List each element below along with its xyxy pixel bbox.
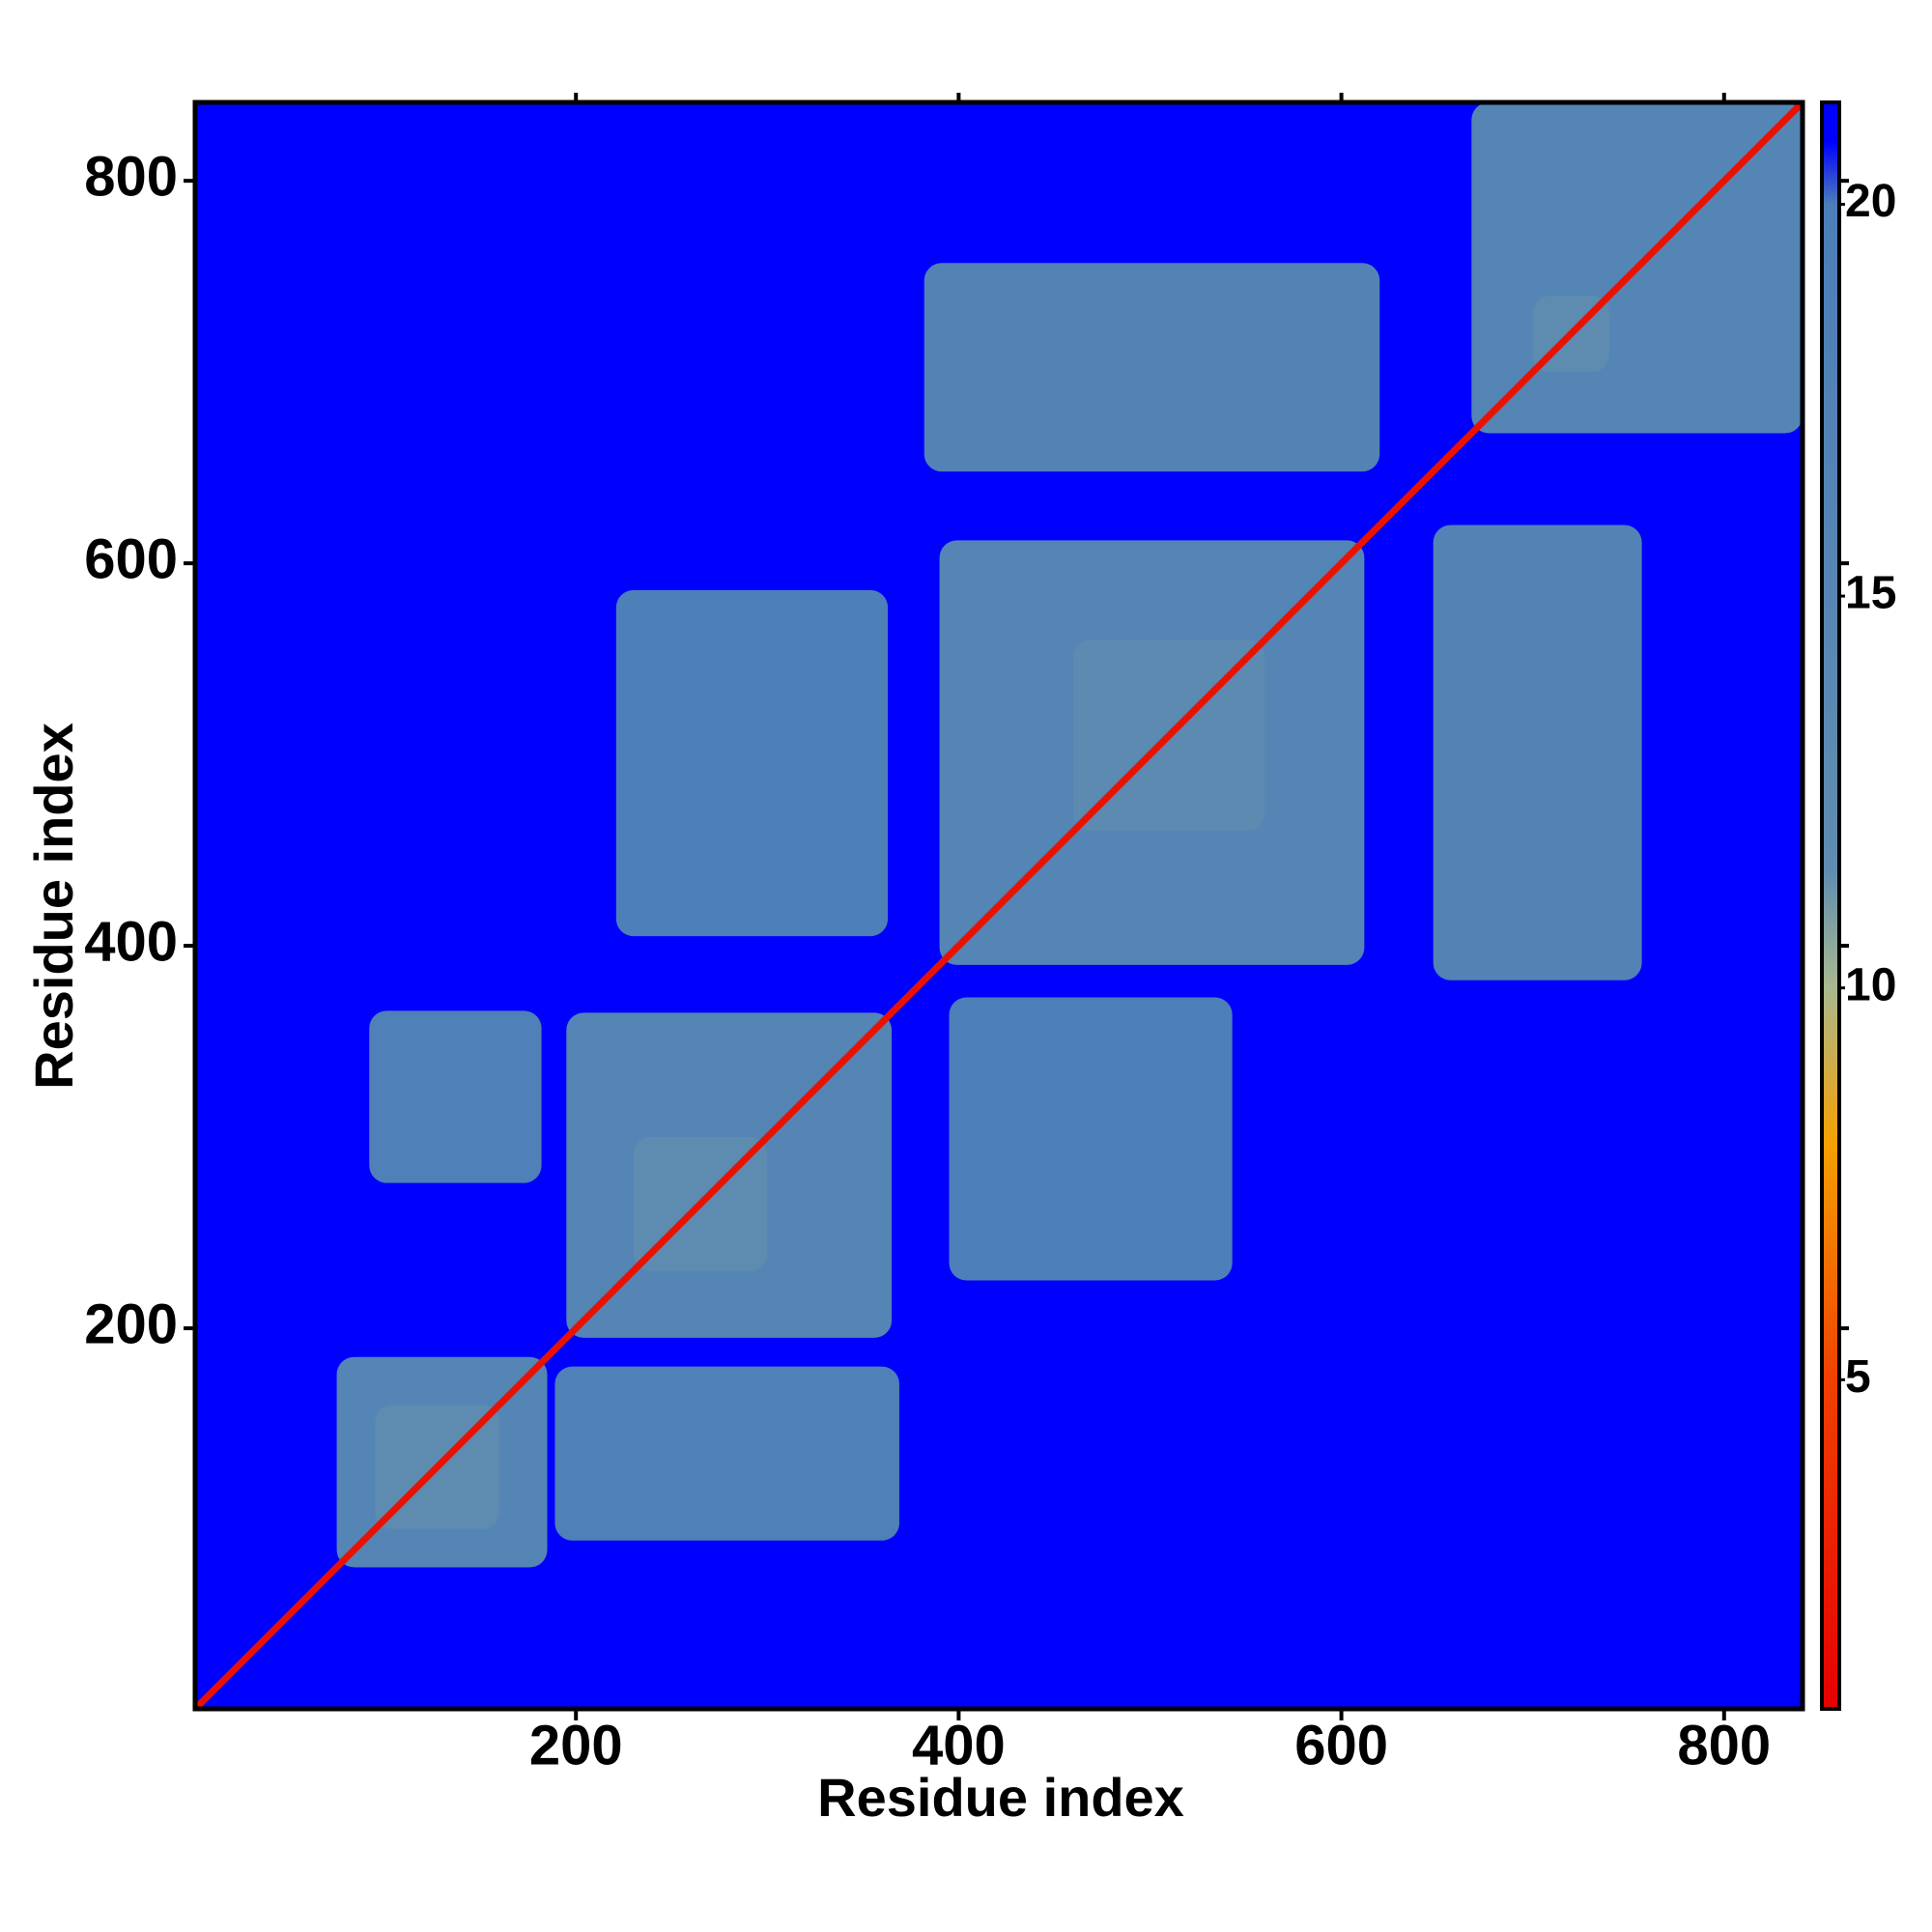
heatmap-block — [369, 1010, 542, 1183]
x-tick-label: 400 — [912, 1714, 1006, 1776]
heatmap-block — [615, 589, 889, 937]
y-axis-title: Residue index — [23, 723, 84, 1090]
colorbar-tick-label: 15 — [1845, 568, 1896, 619]
colorbar — [1820, 100, 1841, 1711]
x-tick-label: 600 — [1294, 1714, 1388, 1776]
heatmap-block — [923, 263, 1380, 472]
y-tick-label: 400 — [84, 910, 178, 973]
colorbar-tick-label: 20 — [1845, 176, 1896, 227]
y-tick-label: 200 — [84, 1293, 178, 1355]
heatmap-block — [1433, 525, 1642, 980]
x-axis-title: Residue index — [817, 1767, 1184, 1828]
y-tick-label: 800 — [84, 145, 178, 208]
colorbar-tick-label: 10 — [1845, 959, 1896, 1010]
diagonal — [192, 99, 1805, 1712]
y-tick-label: 600 — [84, 527, 178, 590]
x-tick-label: 200 — [529, 1714, 623, 1776]
heatmap-block — [554, 1366, 899, 1541]
colorbar-tick-label: 5 — [1845, 1351, 1871, 1403]
heatmap-block — [949, 997, 1233, 1281]
plot-frame — [192, 99, 1805, 1712]
x-tick-label: 800 — [1677, 1714, 1771, 1776]
